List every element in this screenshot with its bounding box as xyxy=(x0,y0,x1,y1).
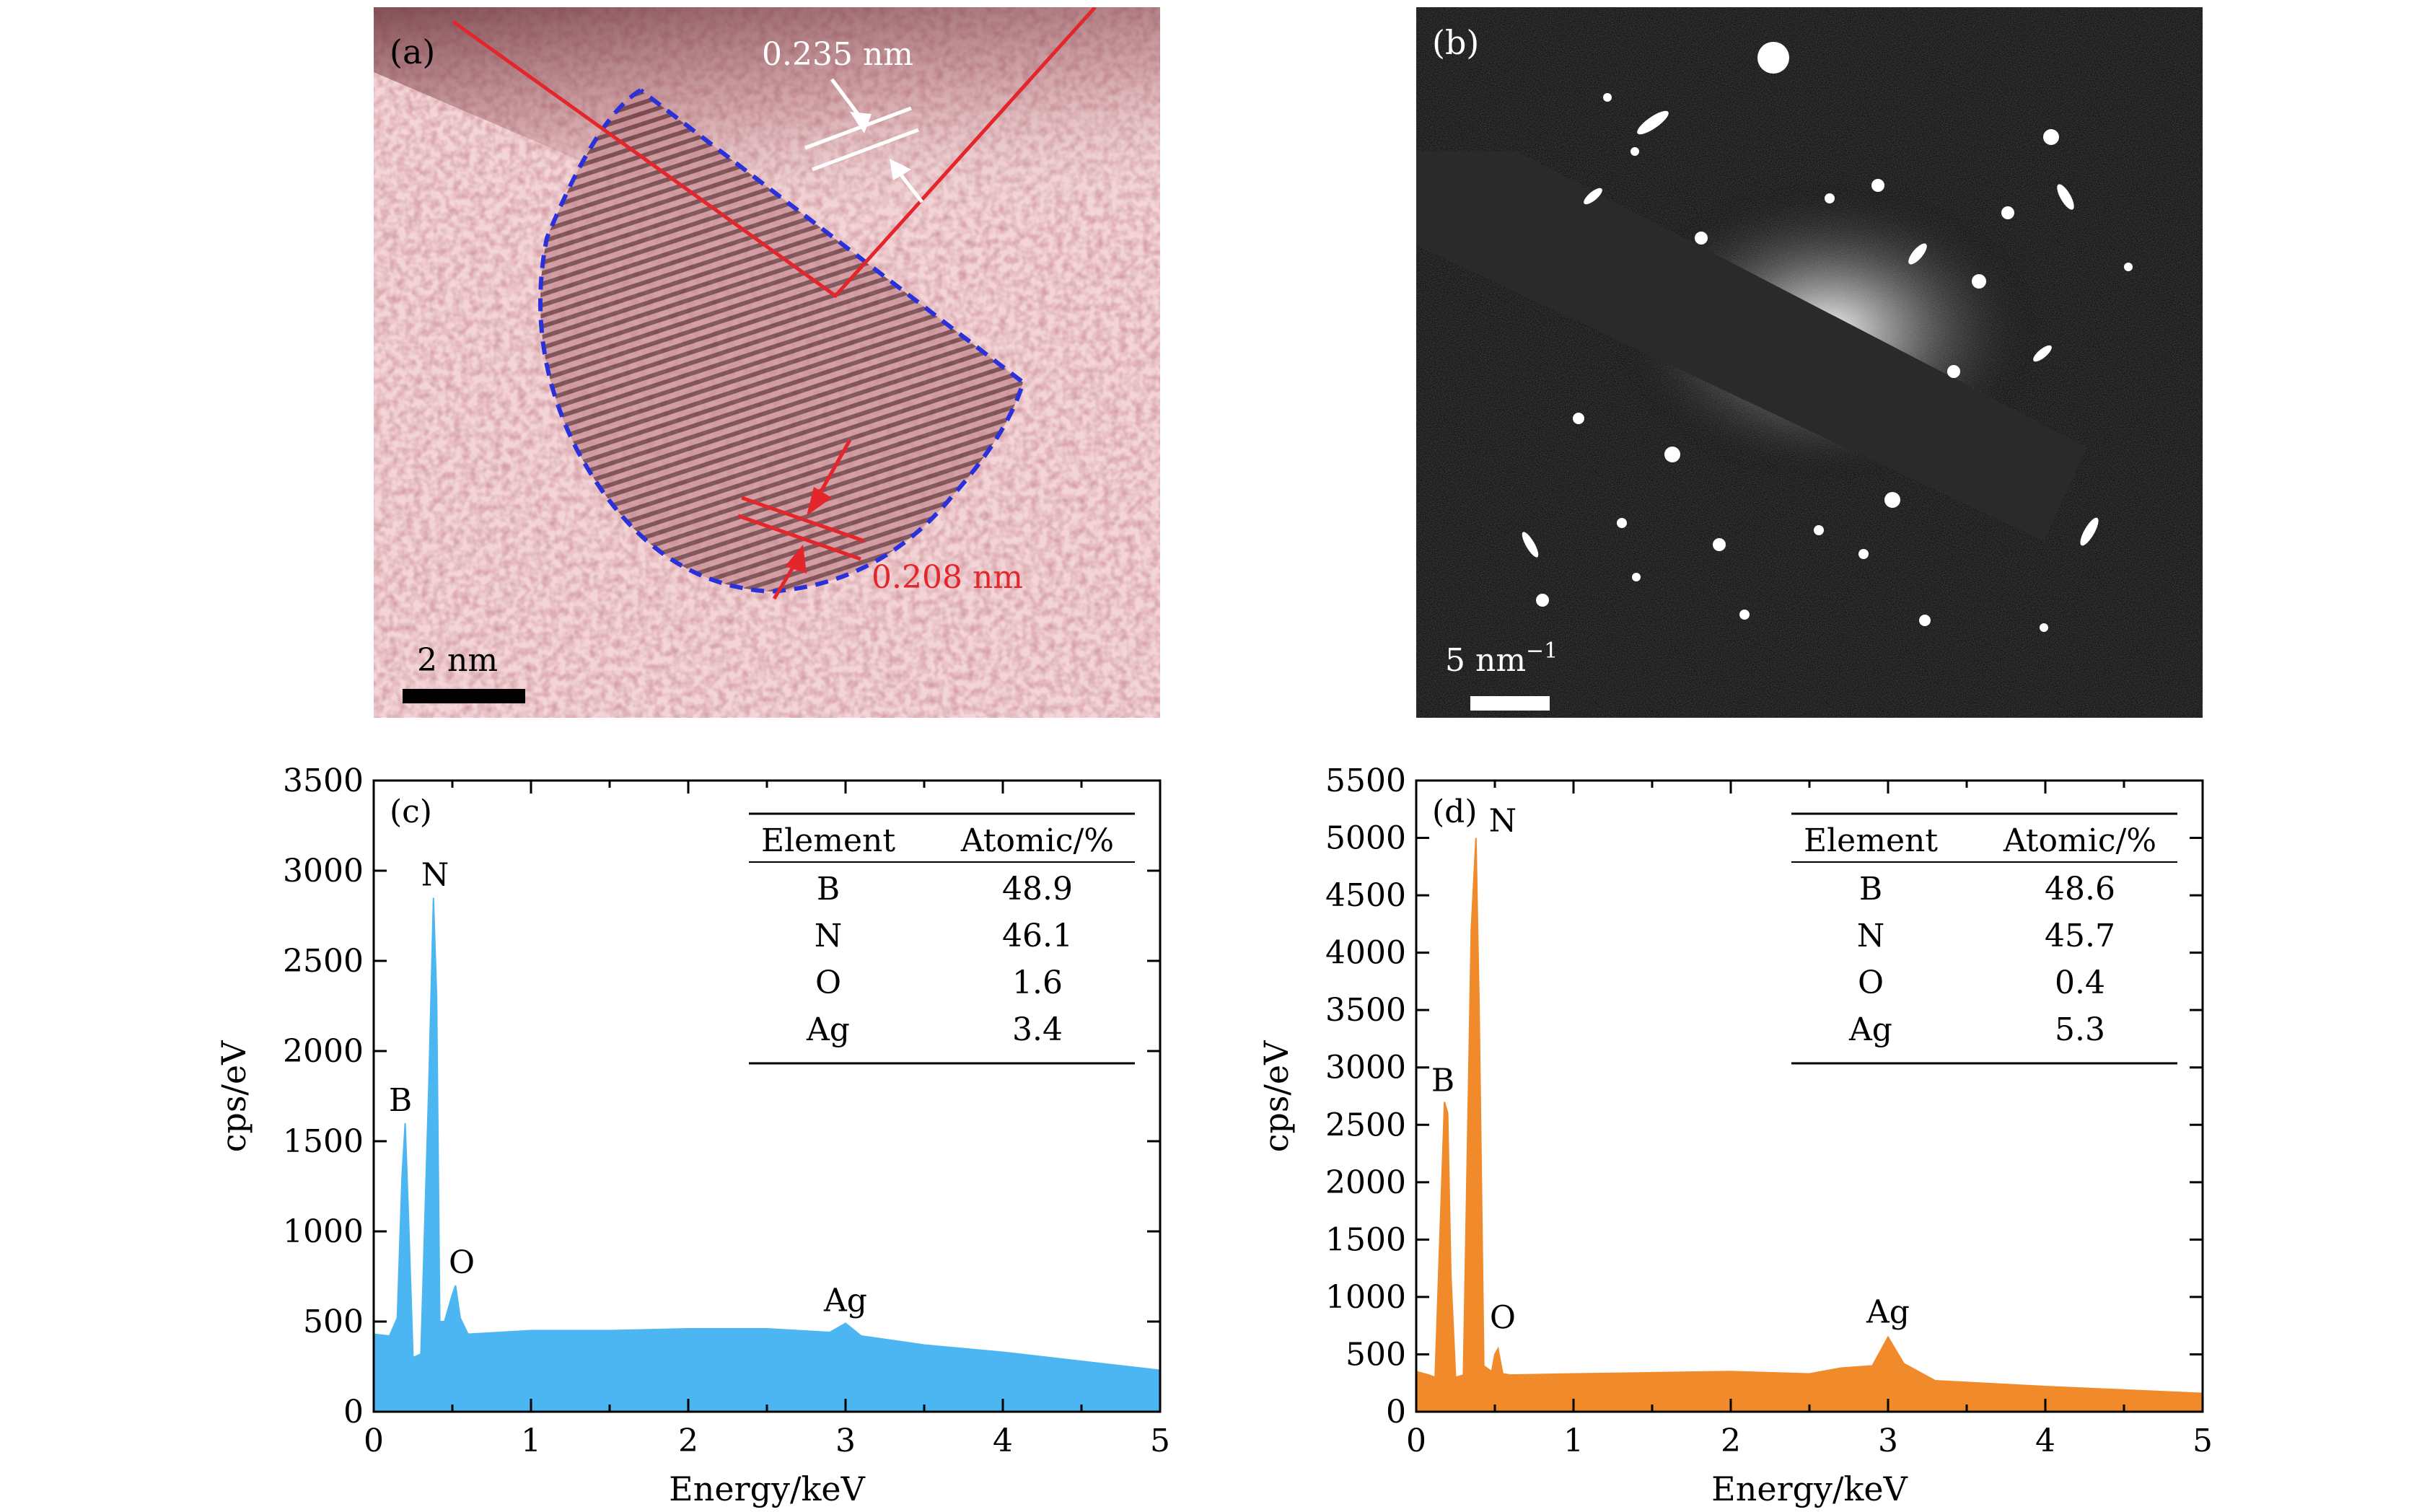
table-cell: 45.7 xyxy=(2045,918,2115,954)
x-tick-label: 2 xyxy=(1721,1423,1741,1459)
y-tick-label: 0 xyxy=(1386,1394,1406,1430)
spacing-marker-bottom xyxy=(737,439,865,600)
table-cell: N xyxy=(1857,918,1885,954)
table-cell: 5.3 xyxy=(2055,1011,2105,1048)
beam-stop xyxy=(1416,151,2087,541)
peak-label-ag: Ag xyxy=(823,1283,867,1319)
peak-label-o: O xyxy=(1490,1300,1516,1337)
scale-bar-b xyxy=(1470,696,1550,711)
x-tick-label: 3 xyxy=(835,1423,856,1459)
eds-chart-d: 0 1 2 3 4 5 0 500 1000 1500 2000 2500 3000 3500 4000 45… xyxy=(1257,762,2213,1508)
table-cell: B xyxy=(1859,871,1882,907)
y-tick-label: 2500 xyxy=(1325,1107,1406,1143)
x-tick-label: 0 xyxy=(1406,1423,1426,1459)
red-boundary-lines xyxy=(452,7,1097,299)
panel-label-b: (b) xyxy=(1432,23,1479,62)
y-tick-label: 500 xyxy=(303,1304,364,1340)
scale-bar-label-a: 2 nm xyxy=(417,642,498,679)
chart-d-table: Element Atomic/% B 48.6 N 45.7 O 0.4 Ag 5.3 xyxy=(1791,812,2177,1065)
table-cell: O xyxy=(1858,964,1884,1001)
x-tick-label: 0 xyxy=(364,1423,384,1459)
y-tick-label: 2000 xyxy=(1325,1164,1406,1201)
peak-label-n: N xyxy=(1489,803,1517,840)
spacing-label-bottom: 0.208 nm xyxy=(872,559,1023,596)
chart-d-ylabel: cps/eV xyxy=(1257,1040,1296,1153)
y-tick-label: 5000 xyxy=(1325,820,1406,857)
grain-outline xyxy=(538,88,1026,594)
x-tick-label: 1 xyxy=(521,1423,541,1459)
peak-label-b: B xyxy=(389,1082,412,1119)
y-tick-label: 3000 xyxy=(283,853,364,889)
y-tick-label: 5500 xyxy=(1325,762,1406,799)
chart-d-panel-label: (d) xyxy=(1432,794,1478,830)
chart-c-fill-group xyxy=(373,897,1161,1412)
spacing-label-top: 0.235 nm xyxy=(762,36,913,73)
peak-label-n: N xyxy=(421,857,449,894)
y-tick-label: 1500 xyxy=(283,1123,364,1160)
panel-label-a: (a) xyxy=(390,32,435,71)
table-cell: N xyxy=(815,918,843,954)
table-cell: 3.4 xyxy=(1012,1011,1063,1048)
y-tick-label: 4000 xyxy=(1325,935,1406,972)
table-cell: B xyxy=(817,871,840,907)
chart-c-ylabel: cps/eV xyxy=(214,1040,253,1153)
diffraction-spots xyxy=(1522,42,2133,632)
y-tick-label: 1000 xyxy=(283,1213,364,1250)
x-tick-label: 1 xyxy=(1563,1423,1584,1459)
y-tick-label: 500 xyxy=(1346,1336,1406,1373)
chart-c-panel-label: (c) xyxy=(390,794,432,830)
x-tick-label: 4 xyxy=(2035,1423,2055,1459)
hrtem-image-panel-a: (a) 0.235 nm 0.208 nm 2 nm xyxy=(374,7,1160,718)
table-header: Element xyxy=(761,822,895,859)
chart-d-spectrum-area xyxy=(1416,838,2203,1412)
x-tick-label: 3 xyxy=(1878,1423,1898,1459)
chart-d-fill-group xyxy=(1416,838,2203,1412)
peak-label-ag: Ag xyxy=(1866,1294,1910,1331)
y-tick-label: 3500 xyxy=(283,762,364,799)
table-cell: 48.9 xyxy=(1002,871,1073,907)
y-tick-label: 3500 xyxy=(1325,992,1406,1029)
chart-c-table: Element Atomic/% B 48.9 N 46.1 O 1.6 Ag 3.4 xyxy=(749,812,1135,1065)
y-tick-label: 4500 xyxy=(1325,877,1406,914)
table-header: Element xyxy=(1804,822,1938,859)
chart-d-xlabel: Energy/keV xyxy=(1711,1469,1908,1508)
x-tick-label: 5 xyxy=(1150,1423,1170,1459)
y-tick-label: 3000 xyxy=(1325,1050,1406,1086)
table-cell: 0.4 xyxy=(2055,964,2105,1001)
spacing-marker-top xyxy=(804,78,923,203)
x-tick-label: 2 xyxy=(678,1423,698,1459)
x-tick-label: 5 xyxy=(2193,1423,2213,1459)
table-cell: Ag xyxy=(1848,1011,1892,1048)
saed-pattern-panel-b: (b) 5 nm−1 xyxy=(1416,7,2203,718)
peak-label-o: O xyxy=(449,1244,475,1281)
scale-bar-a xyxy=(403,689,525,703)
table-cell: 48.6 xyxy=(2045,871,2115,907)
y-tick-label: 1000 xyxy=(1325,1279,1406,1316)
table-cell: 46.1 xyxy=(1002,918,1073,954)
chart-c-spectrum-area xyxy=(373,897,1161,1412)
y-tick-label: 1500 xyxy=(1325,1221,1406,1258)
table-cell: Ag xyxy=(806,1011,850,1048)
x-tick-label: 4 xyxy=(993,1423,1013,1459)
y-tick-label: 0 xyxy=(343,1394,364,1430)
chart-c-xlabel: Energy/keV xyxy=(669,1469,865,1508)
table-header: Atomic/% xyxy=(960,822,1114,859)
table-cell: 1.6 xyxy=(1012,964,1063,1001)
table-cell: O xyxy=(815,964,841,1001)
y-tick-label: 2000 xyxy=(283,1033,364,1070)
y-tick-label: 2500 xyxy=(283,943,364,980)
chart-d-axes: 0 1 2 3 4 5 0 500 1000 1500 2000 2500 3000 3500 4000 45… xyxy=(1325,762,2213,1459)
scale-bar-label-b: 5 nm−1 xyxy=(1445,638,1558,679)
eds-chart-c: 0 1 2 3 4 50500100015002000250030003500BNOAg … xyxy=(214,762,1170,1508)
table-header: Atomic/% xyxy=(2003,822,2156,859)
peak-label-b: B xyxy=(1431,1062,1454,1099)
